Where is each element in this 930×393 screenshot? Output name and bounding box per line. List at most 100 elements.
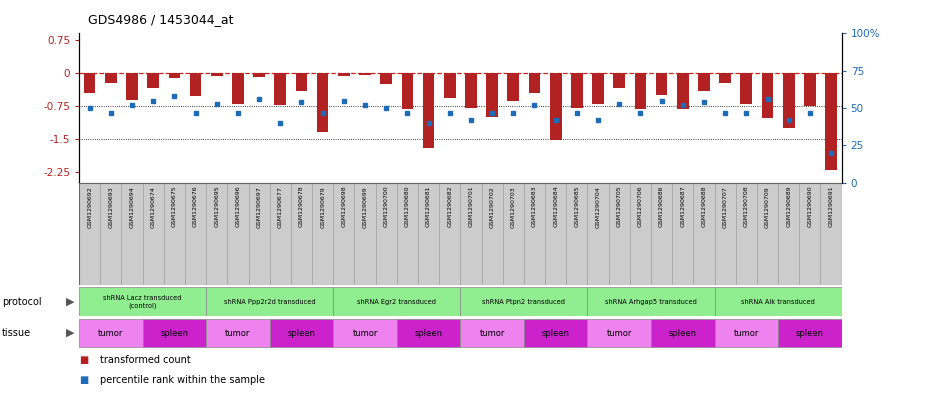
- Bar: [799, 183, 820, 285]
- Bar: [778, 319, 842, 347]
- Text: GSM1290680: GSM1290680: [405, 186, 410, 227]
- Text: GSM1290709: GSM1290709: [765, 186, 770, 228]
- Text: shRNA Ppp2r2d transduced: shRNA Ppp2r2d transduced: [224, 299, 315, 305]
- Bar: [100, 183, 122, 285]
- Bar: [397, 319, 460, 347]
- Text: GSM1290689: GSM1290689: [786, 186, 791, 228]
- Bar: [465, 73, 477, 108]
- Text: tissue: tissue: [2, 328, 31, 338]
- Bar: [528, 73, 540, 93]
- Bar: [248, 183, 270, 285]
- Bar: [588, 319, 651, 347]
- Text: GSM1290678: GSM1290678: [299, 186, 304, 228]
- Bar: [566, 183, 588, 285]
- Bar: [630, 183, 651, 285]
- Bar: [719, 73, 731, 83]
- Text: shRNA Ptpn2 transduced: shRNA Ptpn2 transduced: [483, 299, 565, 305]
- Text: tumor: tumor: [225, 329, 250, 338]
- Text: GSM1290698: GSM1290698: [341, 186, 346, 228]
- Bar: [333, 287, 460, 316]
- Bar: [651, 319, 714, 347]
- Bar: [550, 73, 562, 140]
- Bar: [460, 287, 588, 316]
- Bar: [714, 287, 842, 316]
- Bar: [503, 183, 524, 285]
- Bar: [354, 183, 376, 285]
- Text: GSM1290706: GSM1290706: [638, 186, 643, 228]
- Bar: [79, 319, 142, 347]
- Bar: [714, 319, 778, 347]
- Bar: [571, 73, 583, 108]
- Bar: [608, 183, 630, 285]
- Bar: [482, 183, 503, 285]
- Bar: [418, 183, 439, 285]
- Text: GSM1290685: GSM1290685: [575, 186, 579, 227]
- Text: GSM1290679: GSM1290679: [320, 186, 325, 228]
- Text: spleen: spleen: [796, 329, 824, 338]
- Bar: [185, 183, 206, 285]
- Text: GSM1290708: GSM1290708: [744, 186, 749, 228]
- Bar: [524, 319, 588, 347]
- Text: spleen: spleen: [160, 329, 189, 338]
- Text: GSM1290696: GSM1290696: [235, 186, 241, 228]
- Text: GSM1290681: GSM1290681: [426, 186, 432, 227]
- Text: ■: ■: [79, 355, 88, 365]
- Bar: [211, 73, 222, 77]
- Text: shRNA Lacz transduced
(control): shRNA Lacz transduced (control): [103, 295, 182, 309]
- Bar: [778, 183, 799, 285]
- Text: GSM1290674: GSM1290674: [151, 186, 155, 228]
- Text: ▶: ▶: [66, 297, 74, 307]
- Bar: [338, 73, 350, 75]
- Text: GSM1290699: GSM1290699: [363, 186, 367, 228]
- Bar: [783, 73, 794, 128]
- Text: ■: ■: [79, 375, 88, 386]
- Text: spleen: spleen: [541, 329, 570, 338]
- Bar: [206, 287, 333, 316]
- Text: GSM1290683: GSM1290683: [532, 186, 537, 228]
- Text: GSM1290693: GSM1290693: [108, 186, 113, 228]
- Bar: [592, 73, 604, 104]
- Bar: [291, 183, 312, 285]
- Text: GSM1290700: GSM1290700: [384, 186, 389, 228]
- Text: GSM1290677: GSM1290677: [278, 186, 283, 228]
- Bar: [270, 319, 333, 347]
- Text: GDS4986 / 1453044_at: GDS4986 / 1453044_at: [88, 13, 233, 26]
- Text: tumor: tumor: [352, 329, 378, 338]
- Bar: [142, 183, 164, 285]
- Bar: [142, 319, 206, 347]
- Bar: [312, 183, 333, 285]
- Bar: [402, 73, 413, 109]
- Bar: [694, 183, 714, 285]
- Bar: [359, 73, 371, 75]
- Text: GSM1290703: GSM1290703: [511, 186, 516, 228]
- Bar: [397, 183, 418, 285]
- Text: shRNA Arhgap5 transduced: shRNA Arhgap5 transduced: [605, 299, 697, 305]
- Text: GSM1290690: GSM1290690: [807, 186, 813, 228]
- Bar: [740, 73, 752, 104]
- Bar: [232, 73, 244, 104]
- Bar: [762, 73, 774, 118]
- Bar: [122, 183, 142, 285]
- Text: protocol: protocol: [2, 297, 42, 307]
- Bar: [508, 73, 519, 101]
- Text: tumor: tumor: [606, 329, 631, 338]
- Text: GSM1290705: GSM1290705: [617, 186, 622, 228]
- Bar: [274, 73, 286, 105]
- Bar: [444, 73, 456, 98]
- Text: spleen: spleen: [669, 329, 697, 338]
- Bar: [588, 287, 714, 316]
- Bar: [423, 73, 434, 148]
- Bar: [804, 73, 816, 106]
- Text: percentile rank within the sample: percentile rank within the sample: [100, 375, 264, 386]
- Bar: [825, 73, 837, 169]
- Bar: [126, 73, 138, 100]
- Text: GSM1290701: GSM1290701: [469, 186, 473, 228]
- Bar: [524, 183, 545, 285]
- Bar: [190, 73, 202, 96]
- Bar: [333, 183, 354, 285]
- Bar: [736, 183, 757, 285]
- Text: ▶: ▶: [66, 328, 74, 338]
- Text: tumor: tumor: [480, 329, 505, 338]
- Bar: [439, 183, 460, 285]
- Text: GSM1290675: GSM1290675: [172, 186, 177, 228]
